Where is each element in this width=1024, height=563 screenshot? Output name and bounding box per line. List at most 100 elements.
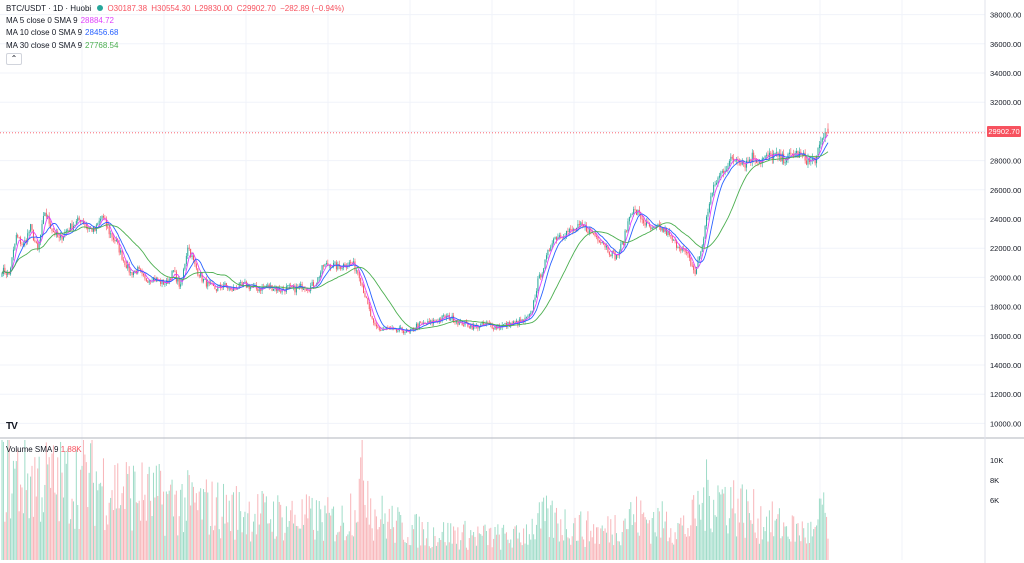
chevron-up-icon[interactable]: ⌃ (6, 53, 22, 65)
candle-body (141, 271, 143, 274)
volume-bar (631, 524, 633, 560)
volume-bar (605, 532, 607, 560)
candle-body (500, 327, 502, 329)
volume-bar (787, 536, 789, 560)
ma30-legend[interactable]: MA 30 close 0 SMA 9 27768.54 (6, 40, 118, 51)
candle-body (350, 262, 352, 264)
candle-body (413, 328, 415, 331)
price-tick-label: 16000.00 (990, 332, 1021, 341)
candle-body (661, 227, 663, 231)
volume-bar (334, 541, 336, 560)
candle-body (68, 230, 70, 231)
ma5-legend[interactable]: MA 5 close 0 SMA 9 28884.72 (6, 15, 114, 26)
volume-bar (114, 465, 116, 560)
volume-bar (367, 480, 369, 560)
candle-body (14, 243, 16, 250)
candle-body (491, 324, 493, 329)
candle-body (537, 278, 539, 292)
candle-body (793, 154, 795, 157)
volume-bar (374, 509, 376, 560)
volume-bar (563, 540, 565, 560)
price-tick-label: 36000.00 (990, 40, 1021, 49)
volume-bar (611, 534, 613, 560)
volume-bar (604, 528, 606, 560)
candle-body (378, 327, 380, 330)
volume-value: 1.88K (60, 445, 82, 454)
volume-bar (431, 546, 433, 560)
volume-bar (75, 449, 77, 560)
candle-body (208, 281, 210, 284)
volume-bar (770, 532, 772, 560)
volume-bar (131, 530, 133, 560)
candle-body (545, 255, 547, 260)
candle-body (271, 285, 273, 291)
volume-bar (181, 484, 183, 560)
volume-bar (201, 519, 203, 560)
volume-bar (638, 535, 640, 560)
candle-body (644, 223, 646, 226)
tradingview-logo[interactable]: TV (6, 421, 18, 432)
candle-body (826, 132, 828, 134)
volume-bar (701, 502, 703, 560)
volume-bar (7, 440, 9, 560)
candle-body (608, 252, 610, 255)
volume-bar (38, 456, 40, 560)
volume-bar (74, 528, 76, 560)
volume-bar (224, 523, 226, 560)
candle-body (318, 277, 320, 279)
volume-bar (746, 489, 748, 560)
candle-body (694, 270, 696, 274)
volume-bar (523, 528, 525, 560)
volume-bar (17, 449, 19, 560)
volume-bar (423, 529, 425, 560)
symbol-title[interactable]: BTC/USDT · 1D · Huobi (6, 4, 92, 13)
volume-tick-label: 10K (990, 456, 1003, 465)
candle-body (796, 151, 798, 153)
candle-body (85, 225, 87, 227)
volume-bar (192, 486, 194, 560)
candle-body (58, 236, 60, 238)
volume-bar (577, 540, 579, 560)
volume-bar (766, 516, 768, 560)
volume-bar (175, 490, 177, 560)
candle-body (114, 239, 116, 242)
candle-body (601, 242, 603, 244)
volume-bar (337, 532, 339, 560)
candle-body (711, 192, 713, 197)
volume-bar (823, 492, 825, 560)
volume-bar (430, 548, 432, 560)
volume-bar (202, 489, 204, 560)
candle-body (465, 321, 467, 323)
volume-bar (258, 524, 260, 560)
candle-body (824, 132, 826, 138)
candle-body (397, 330, 399, 332)
candle-body (77, 217, 79, 222)
volume-bar (697, 490, 699, 560)
volume-bar (800, 541, 802, 560)
candle-body (317, 277, 319, 284)
price-tick-label: 32000.00 (990, 98, 1021, 107)
candle-body (754, 159, 756, 161)
volume-bar (213, 530, 215, 560)
volume-bar (377, 529, 379, 560)
volume-bar (748, 513, 750, 560)
volume-bar (375, 516, 377, 560)
volume-bar (58, 521, 60, 560)
volume-bar (541, 501, 543, 560)
volume-bar (721, 489, 723, 560)
candle-body (381, 329, 383, 331)
volume-bar (8, 440, 10, 560)
volume-bar (368, 524, 370, 560)
candle-body (375, 324, 377, 327)
volume-bar (817, 519, 819, 560)
candle-body (418, 322, 420, 328)
volume-bar (801, 521, 803, 560)
candle-body (210, 283, 212, 285)
candle-body (202, 278, 204, 282)
volume-bar (794, 541, 796, 560)
ma10-legend[interactable]: MA 10 close 0 SMA 9 28456.68 (6, 27, 118, 38)
volume-legend[interactable]: Volume SMA 9 1.88K (6, 444, 82, 455)
volume-bar (254, 513, 256, 560)
volume-bar (750, 520, 752, 560)
